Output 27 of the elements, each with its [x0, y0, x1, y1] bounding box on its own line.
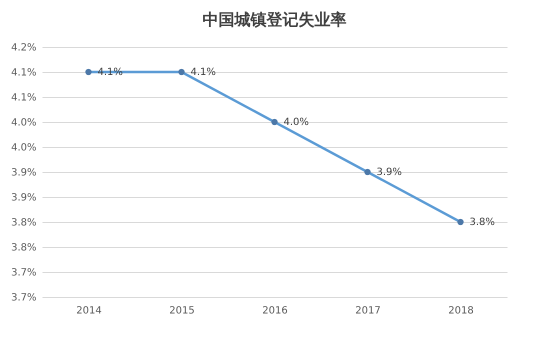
x-tick-label: 2017: [355, 306, 381, 316]
y-tick-label: 4.1%: [11, 68, 36, 78]
x-tick-label: 2015: [169, 306, 195, 316]
point: [457, 218, 464, 226]
x-tick-label: 2016: [262, 306, 288, 316]
y-tick-label: 4.0%: [11, 142, 36, 154]
data-label: 4.0%: [284, 117, 309, 128]
point: [364, 168, 371, 176]
y-tick-label: 3.9%: [11, 168, 36, 178]
x-tick-label: 2018: [448, 306, 474, 316]
data-label: 3.8%: [470, 217, 495, 228]
y-tick-label: 3.7%: [11, 292, 36, 304]
point: [85, 68, 92, 76]
data-label: 3.9%: [376, 167, 402, 178]
y-tick-label: 3.8%: [11, 218, 36, 228]
x-tick-label: 2014: [76, 306, 102, 316]
y-tick-label: 3.7%: [11, 268, 36, 278]
data-label: 4.1%: [98, 67, 123, 78]
y-tick-label: 4.1%: [11, 92, 36, 104]
y-tick-label: 3.8%: [11, 242, 36, 254]
y-tick-label: 3.9%: [11, 192, 36, 204]
point: [271, 118, 278, 126]
y-tick-label: 4.2%: [11, 42, 36, 54]
y-tick-label: 4.0%: [11, 118, 36, 128]
chart-title: 中国城镇登记失业率: [202, 10, 346, 29]
data-label: 4.1%: [190, 67, 216, 78]
point: [178, 68, 185, 76]
